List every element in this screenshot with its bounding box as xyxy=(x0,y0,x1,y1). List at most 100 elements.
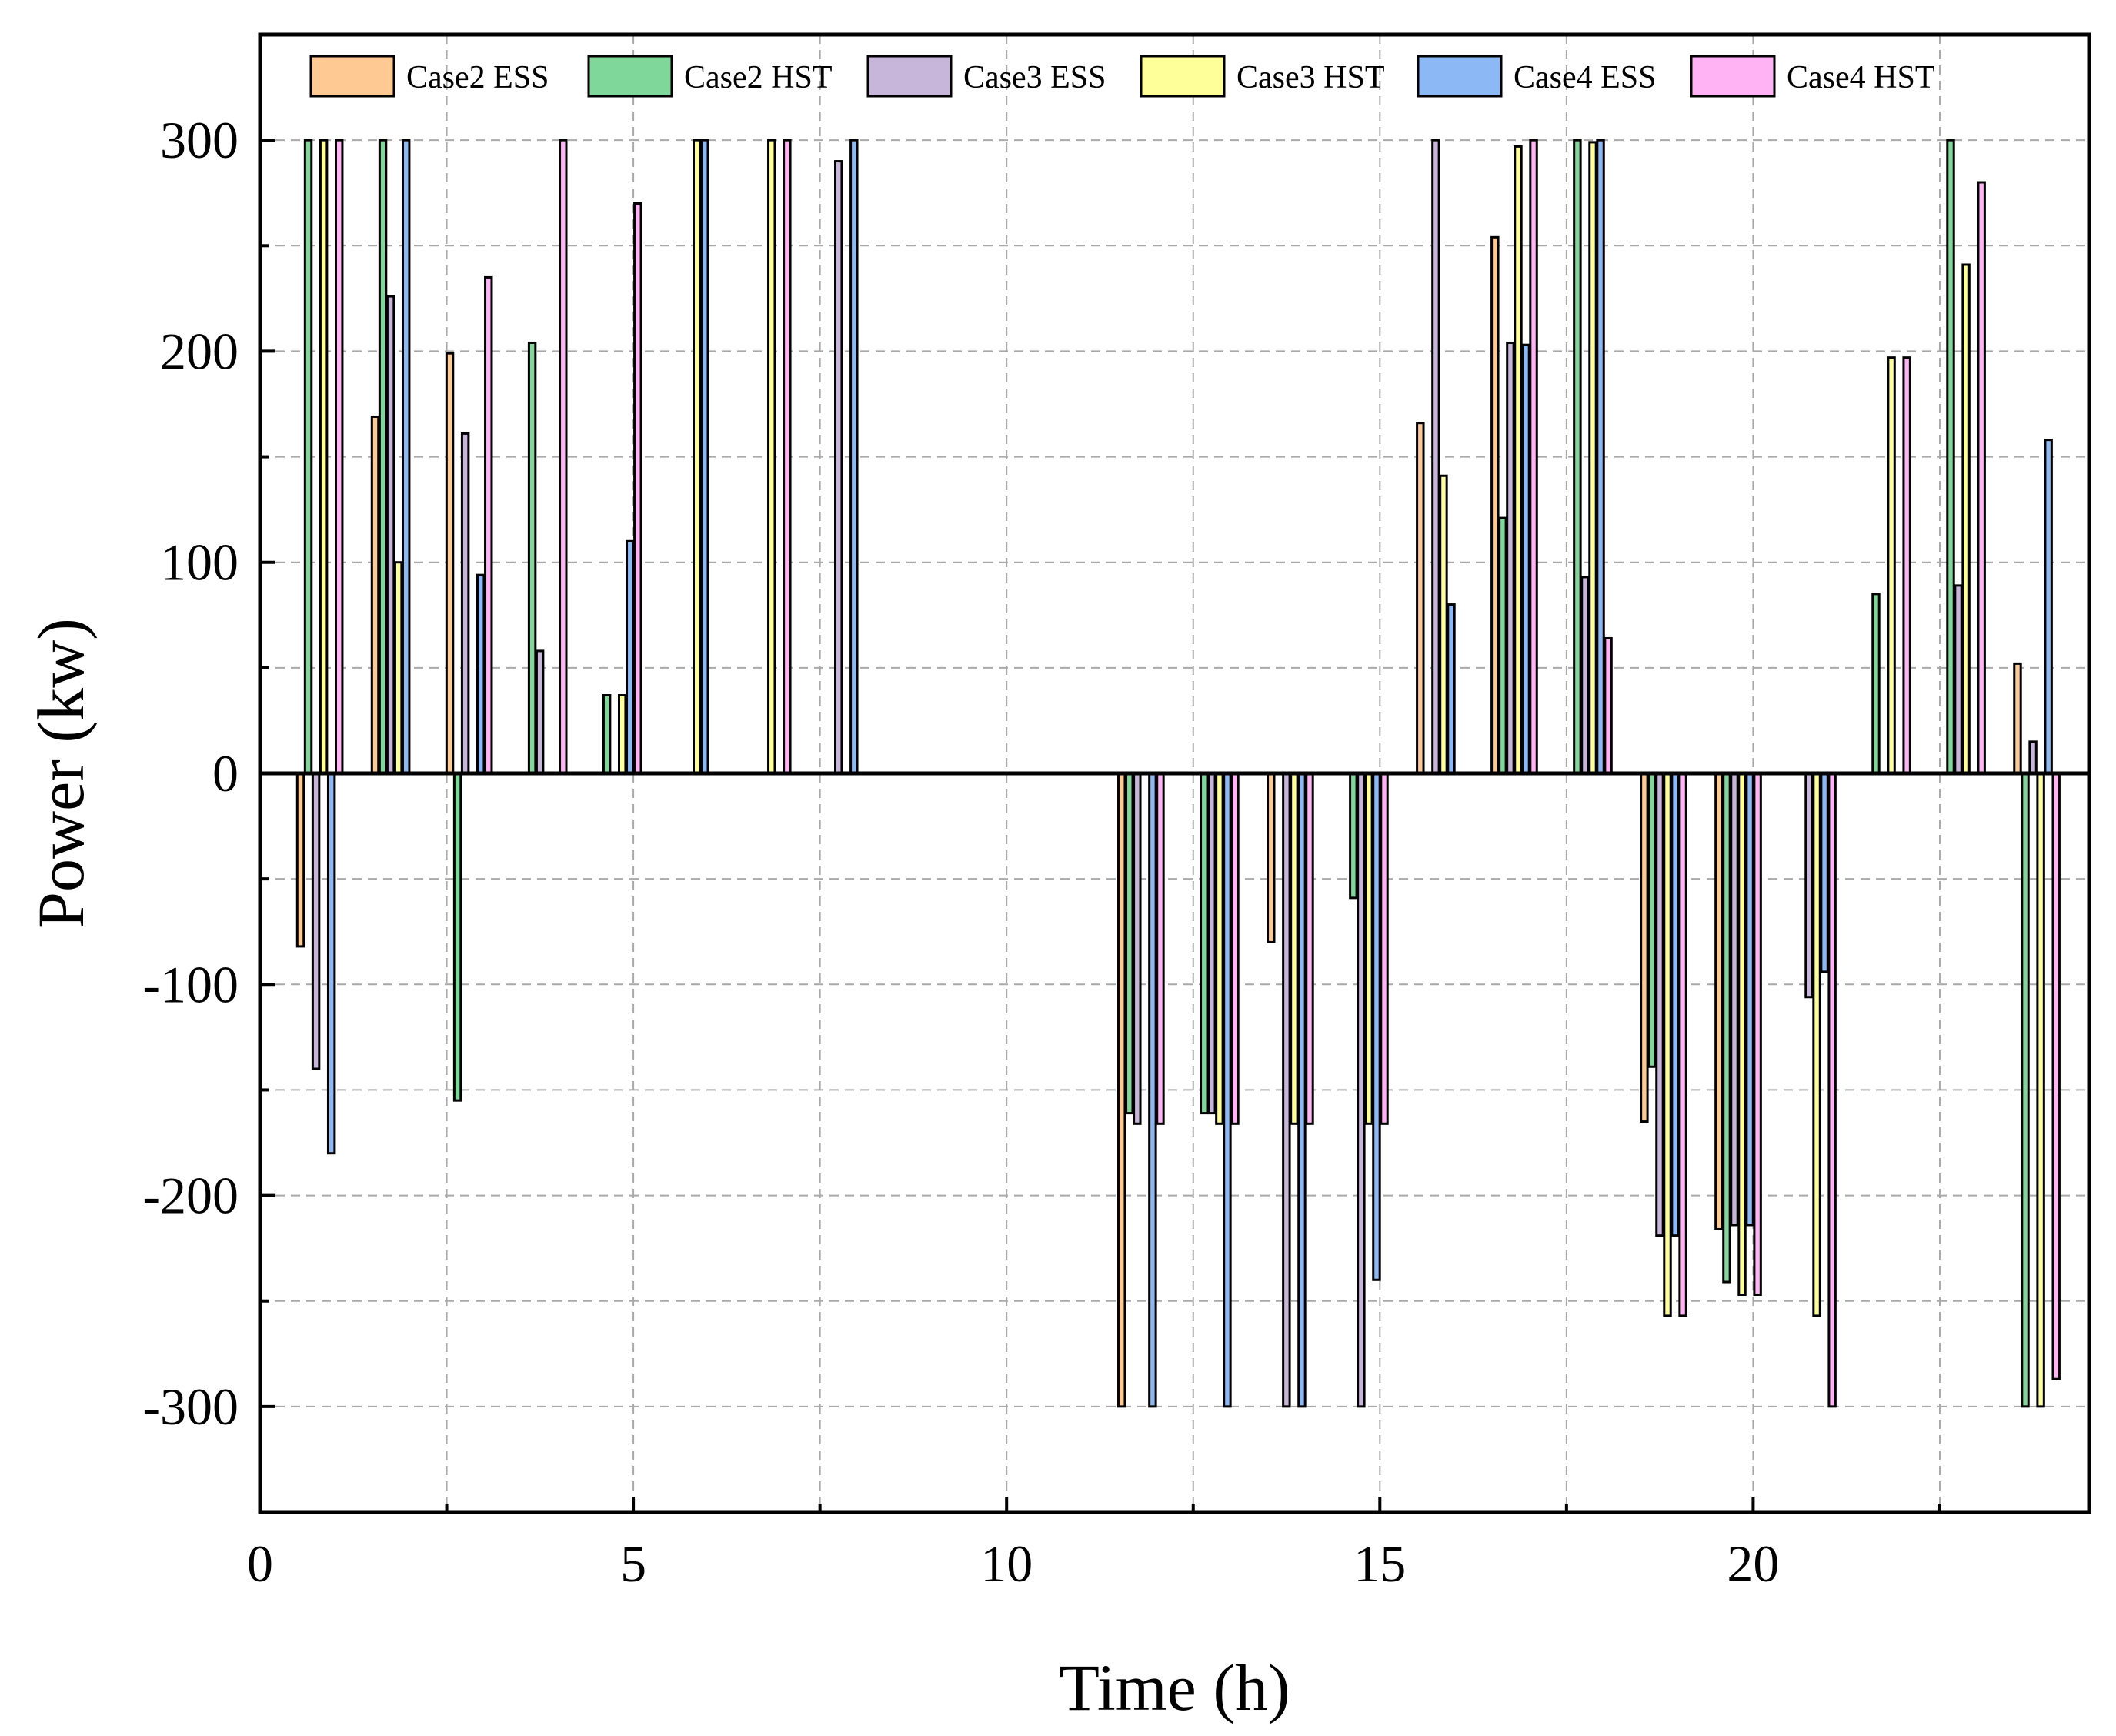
y-tick-label: 300 xyxy=(160,111,239,169)
x-tick-labels: 0 5 10 15 20 xyxy=(247,1534,1779,1593)
legend-label: Case2 ESS xyxy=(406,60,549,95)
x-tick-label: 20 xyxy=(1727,1534,1779,1593)
bar-case3-ess xyxy=(1730,772,1739,1227)
bar-case2-ess xyxy=(1267,772,1276,943)
bar-case3-hst xyxy=(393,561,403,775)
bar-case2-hst xyxy=(452,772,462,1102)
bar-case3-ess xyxy=(535,649,545,775)
legend-swatch xyxy=(1417,55,1503,98)
legend-label: Case2 HST xyxy=(684,60,833,95)
bar-case4-ess xyxy=(326,772,336,1155)
bar-case2-hst xyxy=(303,139,313,775)
bar-case4-hst xyxy=(559,139,568,775)
bar-case3-ess xyxy=(1580,576,1590,775)
bar-case2-hst xyxy=(1647,772,1657,1068)
bar-case3-ess xyxy=(1357,772,1366,1408)
bar-case4-hst xyxy=(2051,772,2061,1380)
bar-case3-hst xyxy=(2036,772,2045,1408)
bar-case3-ess xyxy=(311,772,321,1070)
bar-case4-ess xyxy=(1670,772,1680,1237)
bar-case2-hst xyxy=(1722,772,1731,1284)
bar-case3-hst xyxy=(1737,772,1747,1296)
legend-swatch xyxy=(866,55,953,98)
y-tick-label: -200 xyxy=(142,1167,239,1225)
x-axis-title: Time (h) xyxy=(1059,1651,1290,1724)
bar-case2-hst xyxy=(602,694,612,775)
legend-item: Case4 ESS xyxy=(1417,55,1657,98)
bar-case3-hst xyxy=(767,139,776,775)
y-axis-title: Power (kw) xyxy=(24,618,98,929)
bar-case3-ess xyxy=(2028,740,2038,775)
bar-case4-ess xyxy=(1447,603,1456,775)
bar-case4-ess xyxy=(1148,772,1157,1408)
bar-case4-ess xyxy=(1223,772,1232,1408)
bar-case2-hst xyxy=(378,139,388,775)
bar-case3-hst xyxy=(1663,772,1672,1317)
legend-item: Case2 ESS xyxy=(309,55,549,98)
legend-item: Case3 ESS xyxy=(866,55,1106,98)
bar-case2-ess xyxy=(1117,772,1126,1408)
legend-item: Case4 HST xyxy=(1690,55,1935,98)
bar-case3-hst xyxy=(617,694,627,775)
ticks xyxy=(259,139,1941,1512)
bar-case4-hst xyxy=(484,275,493,775)
bar-case4-hst xyxy=(633,202,642,775)
grid xyxy=(260,35,2089,1512)
bar-case2-ess xyxy=(1640,772,1649,1123)
y-tick-label: 0 xyxy=(212,744,239,803)
bar-case4-hst xyxy=(1604,636,1613,775)
bar-case2-ess xyxy=(1416,422,1425,775)
bar-case3-ess xyxy=(1954,584,1963,775)
bar-case4-ess xyxy=(476,573,486,775)
legend-item: Case2 HST xyxy=(587,55,833,98)
bar-case4-ess xyxy=(1820,772,1829,973)
bar-case4-ess xyxy=(1521,343,1530,775)
legend-label: Case4 ESS xyxy=(1514,60,1657,95)
x-tick-label: 5 xyxy=(620,1534,646,1593)
bar-case2-ess xyxy=(370,415,380,775)
x-tick-label: 10 xyxy=(980,1534,1033,1593)
bar-case2-hst xyxy=(1125,772,1134,1115)
legend-swatch xyxy=(587,55,673,98)
bar-case4-ess xyxy=(849,139,859,775)
bar-case2-ess xyxy=(1714,772,1724,1230)
legend-swatch xyxy=(1140,55,1226,98)
bar-case3-hst xyxy=(1215,772,1224,1125)
bar-case4-hst xyxy=(783,139,792,775)
bar-case3-hst xyxy=(1439,474,1448,775)
y-tick-label: -300 xyxy=(142,1377,239,1436)
bar-case3-ess xyxy=(1655,772,1664,1237)
y-tick-label: -100 xyxy=(142,955,239,1013)
bar-case4-hst xyxy=(1902,356,1911,775)
bar-case4-hst xyxy=(1305,772,1314,1125)
bar-case3-hst xyxy=(1514,145,1523,775)
bar-case2-ess xyxy=(1490,235,1500,775)
bar-case4-hst xyxy=(334,139,344,775)
bar-case4-ess xyxy=(626,539,635,775)
bar-case2-hst xyxy=(2021,772,2030,1408)
bar-case3-ess xyxy=(1282,772,1291,1408)
bar-case4-hst xyxy=(1529,139,1538,775)
legend-item: Case3 HST xyxy=(1140,55,1385,98)
bar-case2-hst xyxy=(1946,139,1955,775)
bar-case4-hst xyxy=(1678,772,1687,1317)
bar-case3-ess xyxy=(1133,772,1142,1125)
bar-case4-ess xyxy=(401,139,411,775)
y-tick-label: 200 xyxy=(160,322,239,380)
bar-case3-hst xyxy=(319,139,329,775)
y-tick-labels: -300 -200 -100 0 100 200 300 xyxy=(142,111,239,1436)
legend: Case2 ESS Case2 HST Case3 ESS Case3 HST Case… xyxy=(309,55,1935,98)
bar-case4-ess xyxy=(1596,139,1605,775)
bar-case2-hst xyxy=(1498,516,1507,775)
bar-case2-hst xyxy=(1573,139,1582,775)
bar-case2-ess xyxy=(2013,662,2022,775)
bar-case4-ess xyxy=(1372,772,1381,1281)
bar-case3-ess xyxy=(834,160,843,775)
bar-case3-hst xyxy=(1961,263,1971,775)
x-tick-label: 0 xyxy=(247,1534,273,1593)
bar-case3-hst xyxy=(1290,772,1299,1125)
bar-case2-hst xyxy=(527,341,537,775)
bar-case4-hst xyxy=(1753,772,1762,1296)
